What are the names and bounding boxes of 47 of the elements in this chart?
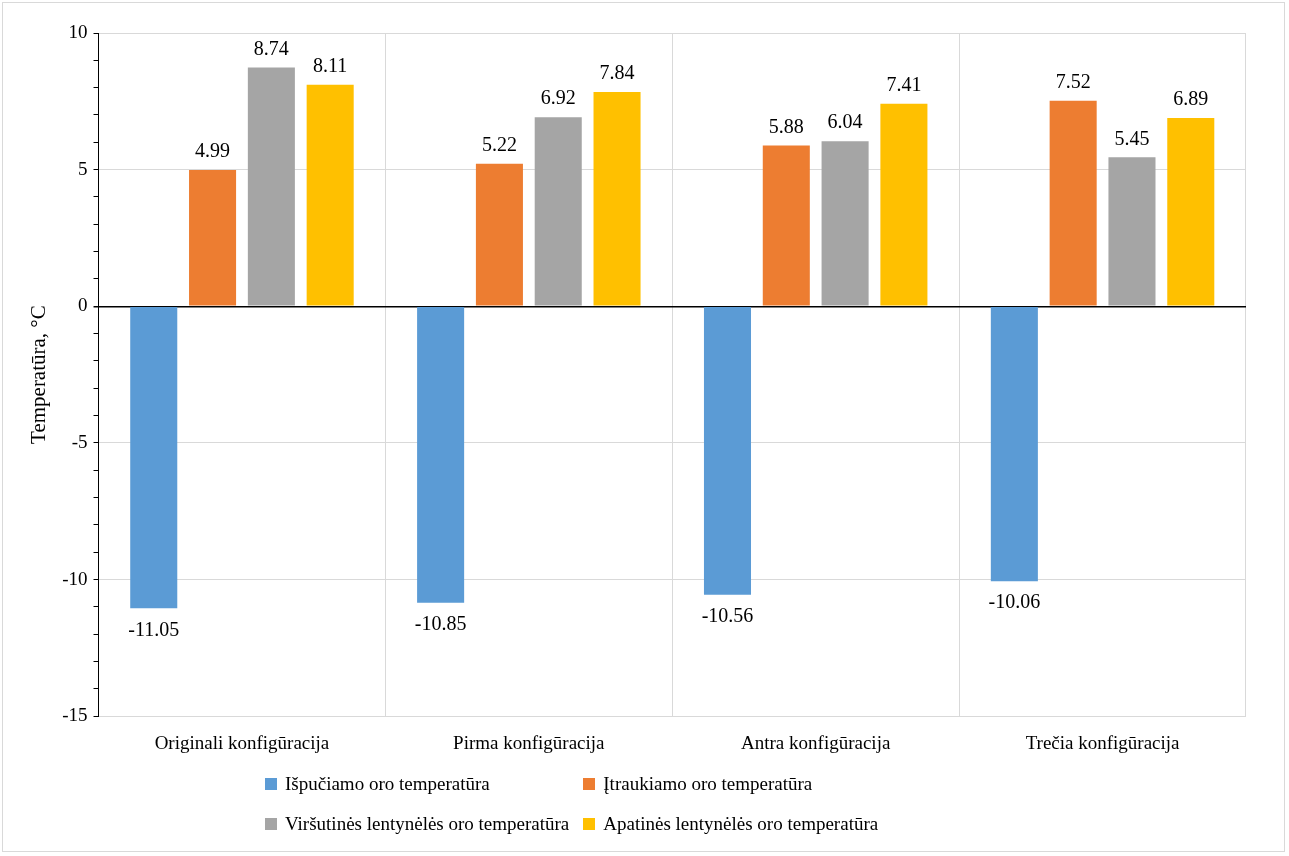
data-label: 6.89 (1173, 87, 1209, 110)
x-tick-label: Pirma konfigūracija (453, 731, 606, 753)
bar (189, 169, 237, 306)
y-axis-title: Temperatūra, °C (26, 305, 51, 444)
y-tick-label: -5 (71, 430, 88, 452)
legend-label: Įtraukiamo oro temperatūra (603, 773, 813, 795)
bar (593, 92, 641, 306)
legend-label: Apatinės lentynėlės oro temperatūra (603, 813, 879, 835)
data-label: 6.92 (540, 86, 576, 109)
legend-label: Išpučiamo oro temperatūra (285, 773, 490, 795)
data-label: 6.04 (827, 110, 863, 133)
bar (821, 141, 869, 306)
data-label: 7.84 (599, 61, 635, 84)
data-label: 4.99 (195, 139, 231, 162)
y-tick-label: -10 (62, 567, 88, 589)
data-label: -10.06 (988, 590, 1041, 613)
bar (417, 307, 465, 603)
y-tick-label: 5 (78, 157, 88, 179)
data-label: 8.74 (253, 36, 289, 59)
bar (762, 145, 810, 306)
x-tick-label: Originali konfigūracija (154, 731, 330, 753)
bar (130, 307, 178, 609)
y-tick-label: -15 (62, 704, 88, 726)
y-tick-label: 10 (68, 20, 88, 42)
data-label: 8.11 (313, 53, 348, 76)
bar (1108, 157, 1156, 306)
data-label: 5.88 (768, 114, 804, 137)
x-tick-label: Trečia konfigūracija (1025, 731, 1181, 753)
data-label: -10.85 (414, 612, 467, 635)
bar (880, 103, 928, 306)
bar (475, 163, 523, 306)
bar (247, 67, 295, 306)
data-label: 5.45 (1114, 126, 1150, 149)
data-label: 7.41 (886, 73, 922, 96)
data-label: 7.52 (1055, 70, 1091, 93)
y-tick-label: 0 (78, 294, 88, 316)
bar (703, 307, 752, 595)
data-label: 5.22 (481, 132, 517, 155)
data-label: -10.56 (701, 604, 754, 627)
bar (990, 307, 1038, 582)
x-tick-label: Antra konfigūracija (741, 731, 891, 753)
bar (1049, 100, 1097, 306)
bar (1167, 117, 1215, 306)
legend-label: Viršutinės lentynėlės oro temperatūra (285, 813, 570, 835)
bar (306, 84, 354, 306)
data-label: -11.05 (128, 617, 180, 640)
bar (534, 117, 582, 306)
